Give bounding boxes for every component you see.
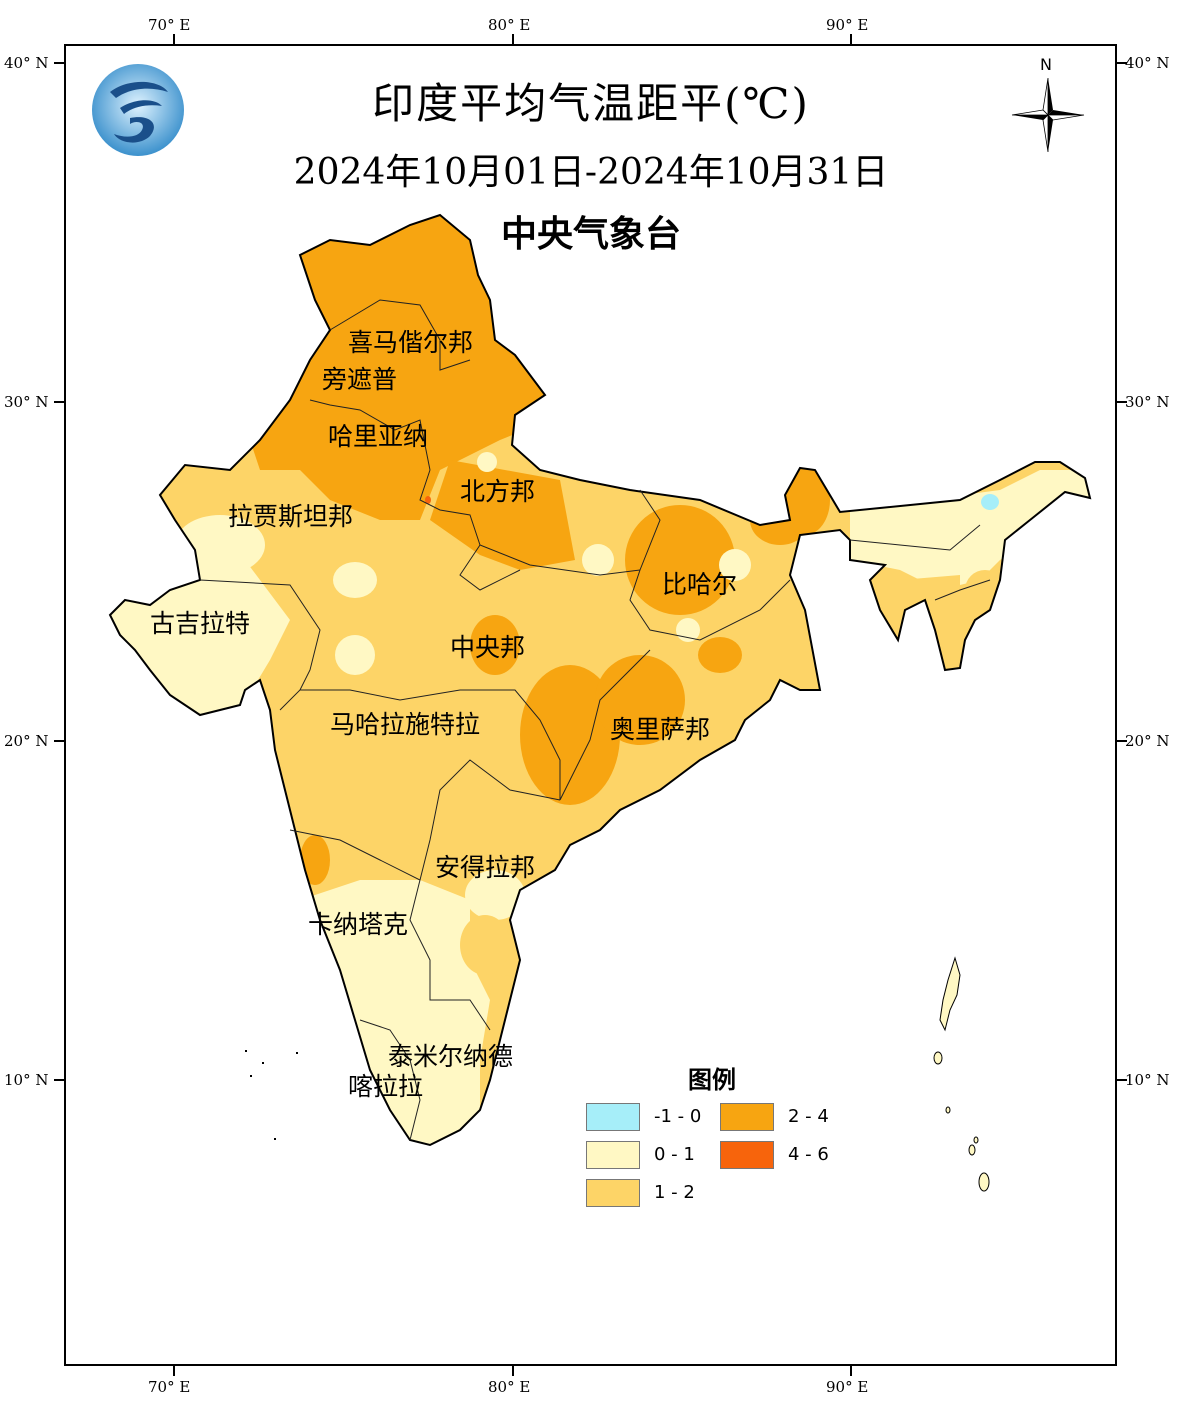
lat-label-10-left: 10° N bbox=[4, 1071, 49, 1089]
region-label-himachal: 喜马偕尔邦 bbox=[348, 328, 474, 357]
lat-label-20-right: 20° N bbox=[1125, 732, 1170, 750]
lon-label-90-bottom: 90° E bbox=[826, 1378, 869, 1396]
legend-swatch-2-4 bbox=[720, 1103, 774, 1131]
lon-label-80-top: 80° E bbox=[488, 16, 531, 34]
region-label-punjab: 旁遮普 bbox=[322, 365, 398, 394]
map-title: 印度平均气温距平(℃) bbox=[372, 79, 810, 128]
lat-label-30-left: 30° N bbox=[4, 393, 49, 411]
lat-label-10-right: 10° N bbox=[1125, 1071, 1170, 1089]
legend-swatch-1-2 bbox=[586, 1179, 640, 1207]
region-label-andhra: 安得拉邦 bbox=[435, 853, 536, 882]
cma-logo bbox=[92, 64, 184, 156]
legend-swatch-0-1 bbox=[586, 1141, 640, 1169]
legend-label-neg1-0: -1 - 0 bbox=[654, 1106, 702, 1127]
legend-swatch-4-6 bbox=[720, 1141, 774, 1169]
map-date-range: 2024年10月01日-2024年10月31日 bbox=[293, 152, 889, 193]
legend-title: 图例 bbox=[688, 1066, 736, 1094]
organization-label: 中央气象台 bbox=[500, 214, 681, 255]
lat-label-40-right: 40° N bbox=[1125, 54, 1170, 72]
compass-icon bbox=[1011, 77, 1085, 153]
region-label-odisha: 奥里萨邦 bbox=[610, 715, 711, 744]
lon-label-70-top: 70° E bbox=[148, 16, 191, 34]
lat-label-30-right: 30° N bbox=[1125, 393, 1170, 411]
north-label: N bbox=[1040, 55, 1052, 74]
region-label-rajasthan: 拉贾斯坦邦 bbox=[228, 502, 354, 531]
legend-label-2-4: 2 - 4 bbox=[788, 1106, 829, 1127]
region-label-kerala: 喀拉拉 bbox=[348, 1072, 424, 1101]
region-label-maharashtra: 马哈拉施特拉 bbox=[330, 710, 481, 739]
region-label-haryana: 哈里亚纳 bbox=[328, 422, 429, 451]
legend-label-0-1: 0 - 1 bbox=[654, 1144, 695, 1165]
lon-label-90-top: 90° E bbox=[826, 16, 869, 34]
lon-label-80-bottom: 80° E bbox=[488, 1378, 531, 1396]
map-frame bbox=[64, 44, 1117, 1366]
legend-swatch-neg1-0 bbox=[586, 1103, 640, 1131]
region-label-bihar: 比哈尔 bbox=[662, 570, 738, 599]
lon-label-70-bottom: 70° E bbox=[148, 1378, 191, 1396]
region-label-tamil: 泰米尔纳德 bbox=[388, 1042, 514, 1071]
region-label-gujarat: 古吉拉特 bbox=[150, 609, 251, 638]
region-label-karnataka: 卡纳塔克 bbox=[308, 910, 409, 939]
legend-label-4-6: 4 - 6 bbox=[788, 1144, 829, 1165]
region-label-uttar: 北方邦 bbox=[460, 477, 536, 506]
region-label-madhya: 中央邦 bbox=[450, 633, 526, 662]
lat-label-40-left: 40° N bbox=[4, 54, 49, 72]
legend-label-1-2: 1 - 2 bbox=[654, 1182, 695, 1203]
lat-label-20-left: 20° N bbox=[4, 732, 49, 750]
